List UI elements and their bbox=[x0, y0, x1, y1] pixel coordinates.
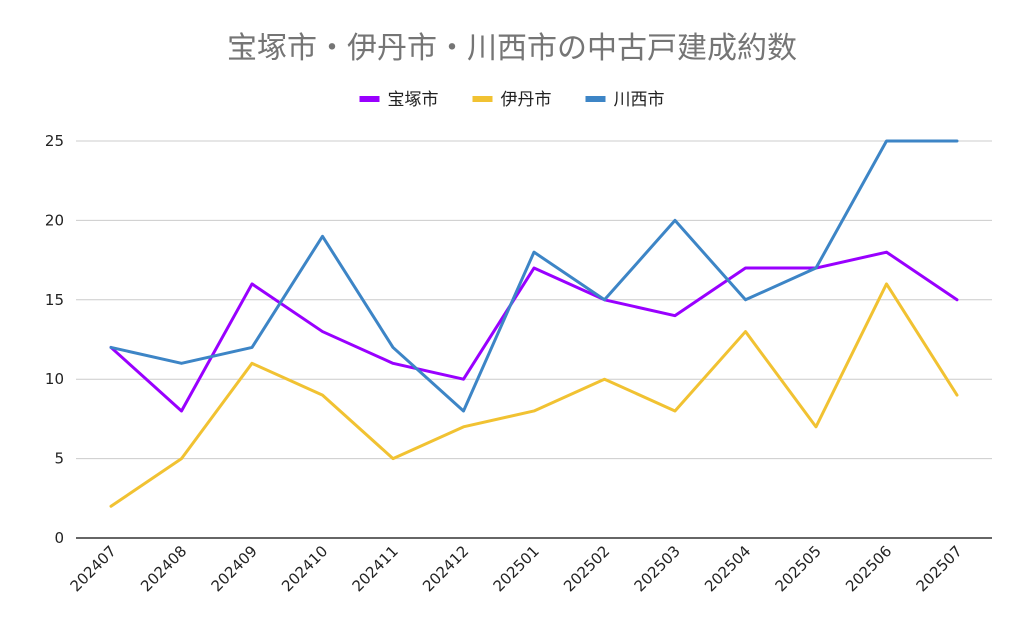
x-tick-label: 202407 bbox=[67, 542, 120, 595]
series-line-2 bbox=[109, 139, 959, 413]
x-tick-label: 202507 bbox=[913, 542, 966, 595]
x-axis-ticks: 202407 202408 202409 202410 202411 202412 2025… bbox=[67, 542, 966, 595]
x-tick-label: 202504 bbox=[701, 542, 754, 595]
x-tick-label: 202503 bbox=[631, 542, 684, 595]
y-tick-label: 20 bbox=[45, 211, 64, 229]
legend-item: 川西市 bbox=[585, 90, 665, 110]
x-tick-label: 202506 bbox=[842, 542, 895, 595]
chart-legend: 宝塚市 伊丹市 川西市 bbox=[359, 90, 665, 110]
y-tick-label: 10 bbox=[45, 370, 64, 388]
chart-title: 宝塚市・伊丹市・川西市の中古戸建成約数 bbox=[227, 31, 797, 66]
x-tick-label: 202409 bbox=[208, 542, 261, 595]
legend-item: 伊丹市 bbox=[472, 90, 552, 110]
legend-swatch bbox=[585, 96, 606, 102]
legend-label: 宝塚市 bbox=[388, 90, 439, 110]
x-tick-label: 202502 bbox=[560, 542, 613, 595]
y-tick-label: 0 bbox=[54, 529, 64, 547]
x-tick-label: 202410 bbox=[278, 542, 331, 595]
y-tick-label: 15 bbox=[45, 291, 64, 309]
series-line-1 bbox=[109, 282, 959, 508]
x-tick-label: 202411 bbox=[349, 542, 402, 595]
legend-swatch bbox=[359, 96, 380, 102]
x-tick-label: 202408 bbox=[137, 542, 190, 595]
y-axis-ticks: 0 5 10 15 20 25 bbox=[45, 132, 64, 547]
y-tick-label: 5 bbox=[54, 450, 64, 468]
legend-label: 川西市 bbox=[614, 90, 665, 110]
legend-item: 宝塚市 bbox=[359, 90, 439, 110]
legend-swatch bbox=[472, 96, 493, 102]
legend-label: 伊丹市 bbox=[501, 90, 552, 110]
x-tick-label: 202505 bbox=[772, 542, 825, 595]
y-tick-label: 25 bbox=[45, 132, 64, 150]
series-lines bbox=[109, 139, 959, 508]
x-tick-label: 202412 bbox=[419, 542, 472, 595]
series-line-0 bbox=[109, 250, 959, 413]
x-tick-label: 202501 bbox=[490, 542, 543, 595]
